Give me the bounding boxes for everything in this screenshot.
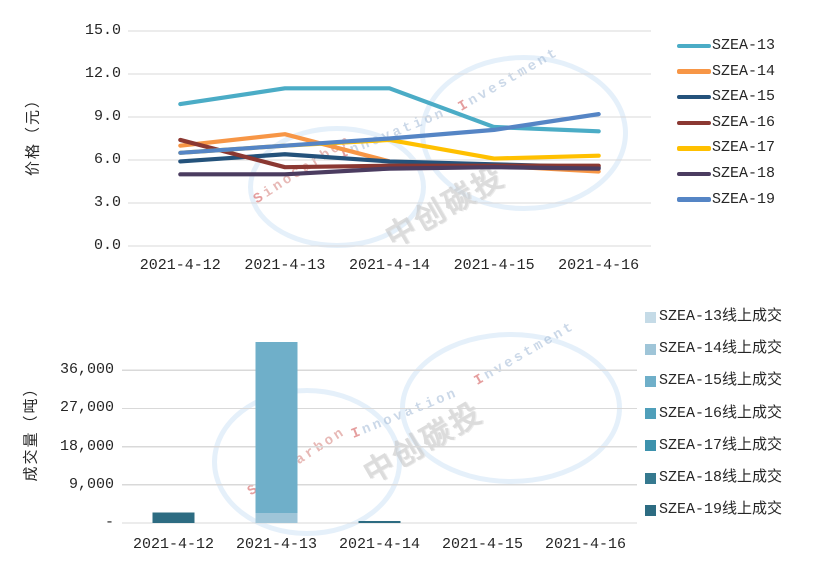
bar-segment-SZEA-19线上成交 <box>358 520 401 523</box>
legend-label: SZEA-16线上成交 <box>659 404 783 422</box>
legend-swatch-icon <box>645 375 656 387</box>
bar-segment-SZEA-14线上成交 <box>255 513 298 523</box>
legend-label: SZEA-13线上成交 <box>659 308 783 325</box>
legend-label: SZEA-15 <box>712 88 776 106</box>
legend-item-SZEA-17: SZEA-17 <box>677 140 775 156</box>
volume-chart: SinoCarbon Innovation Investment 中创碳投 成交… <box>0 290 813 566</box>
legend-item-SZEA-15线上成交: SZEA-15线上成交 <box>645 373 782 389</box>
x-tick-label: 2021-4-12 <box>132 536 214 553</box>
legend-item-SZEA-15: SZEA-15 <box>677 89 775 105</box>
legend-item-SZEA-19线上成交: SZEA-19线上成交 <box>645 502 782 518</box>
legend-swatch-icon <box>677 197 711 202</box>
x-tick-label: 2021-4-12 <box>139 257 221 274</box>
legend-item-SZEA-16: SZEA-16 <box>677 113 776 131</box>
legend-swatch-icon <box>645 408 656 420</box>
y-tick-label: 27,000 <box>59 399 114 417</box>
x-tick-label: 2021-4-13 <box>235 536 317 553</box>
legend-item-SZEA-18: SZEA-18 <box>677 166 775 182</box>
price-chart: SinoCarbon Innovation Investment 中创碳投 价格… <box>25 22 776 274</box>
x-tick-label: 2021-4-14 <box>348 257 430 274</box>
legend-swatch-icon <box>677 146 711 151</box>
legend-label: SZEA-17线上成交 <box>659 436 783 454</box>
y-tick-label: 12.0 <box>84 65 121 82</box>
legend-swatch-icon <box>677 171 711 177</box>
legend-swatch-icon <box>645 504 656 516</box>
y-tick-label: - <box>104 514 114 531</box>
legend-swatch-icon <box>645 472 656 484</box>
legend-label: SZEA-14 <box>712 62 776 80</box>
legend-swatch-icon <box>677 69 711 74</box>
legend-item-SZEA-17线上成交: SZEA-17线上成交 <box>645 436 783 454</box>
legend-label: SZEA-17 <box>712 139 776 157</box>
bar-segment-SZEA-15线上成交 <box>255 341 298 514</box>
y-tick-label: 6.0 <box>93 151 121 168</box>
series-line-SZEA-19 <box>178 112 601 155</box>
y-tick-label: 36,000 <box>59 361 114 379</box>
bar-segment-SZEA-19线上成交 <box>152 512 195 523</box>
legend-item-SZEA-14: SZEA-14 <box>677 62 776 80</box>
legend-label: SZEA-16 <box>712 113 776 131</box>
x-tick-label: 2021-4-15 <box>453 257 535 274</box>
legend-swatch-icon <box>677 120 711 126</box>
y-tick-label: 0.0 <box>93 237 121 254</box>
legend-swatch-icon <box>677 43 711 49</box>
x-tick-label: 2021-4-16 <box>544 536 626 553</box>
x-tick-label: 2021-4-15 <box>441 536 523 553</box>
legend-label: SZEA-14线上成交 <box>659 340 783 358</box>
y-tick-label: 15.0 <box>84 22 121 39</box>
y-tick-label: 9,000 <box>68 475 114 493</box>
legend-item-SZEA-13线上成交: SZEA-13线上成交 <box>645 309 782 325</box>
x-tick-label: 2021-4-14 <box>338 536 420 553</box>
legend-label: SZEA-19线上成交 <box>659 501 783 519</box>
legend-item-SZEA-16线上成交: SZEA-16线上成交 <box>645 404 783 422</box>
x-tick-label: 2021-4-16 <box>558 257 640 274</box>
legend-swatch-icon <box>645 343 656 355</box>
y-tick-label: 9.0 <box>93 108 121 125</box>
legend-swatch-icon <box>677 94 711 100</box>
y-tick-label: 18,000 <box>59 437 114 455</box>
legend-swatch-icon <box>645 440 656 452</box>
legend-label: SZEA-18 <box>712 165 776 182</box>
legend-item-SZEA-14线上成交: SZEA-14线上成交 <box>645 341 782 357</box>
legend-item-SZEA-19: SZEA-19 <box>677 190 776 208</box>
legend-item-SZEA-13: SZEA-13 <box>677 38 775 54</box>
price-plot-area <box>128 30 651 247</box>
x-tick-label: 2021-4-13 <box>244 257 326 274</box>
price-y-axis-title: 价格（元） <box>25 91 43 177</box>
series-line-SZEA-18 <box>178 165 601 177</box>
legend-swatch-icon <box>645 311 656 323</box>
legend-label: SZEA-15线上成交 <box>659 372 783 390</box>
y-tick-label: 3.0 <box>93 194 121 211</box>
series-line-SZEA-13 <box>178 86 601 134</box>
legend-item-SZEA-18线上成交: SZEA-18线上成交 <box>645 470 782 486</box>
legend-label: SZEA-19 <box>712 190 776 208</box>
volume-plot-area <box>122 341 637 524</box>
legend-label: SZEA-18线上成交 <box>659 469 783 486</box>
legend-label: SZEA-13 <box>712 37 776 54</box>
